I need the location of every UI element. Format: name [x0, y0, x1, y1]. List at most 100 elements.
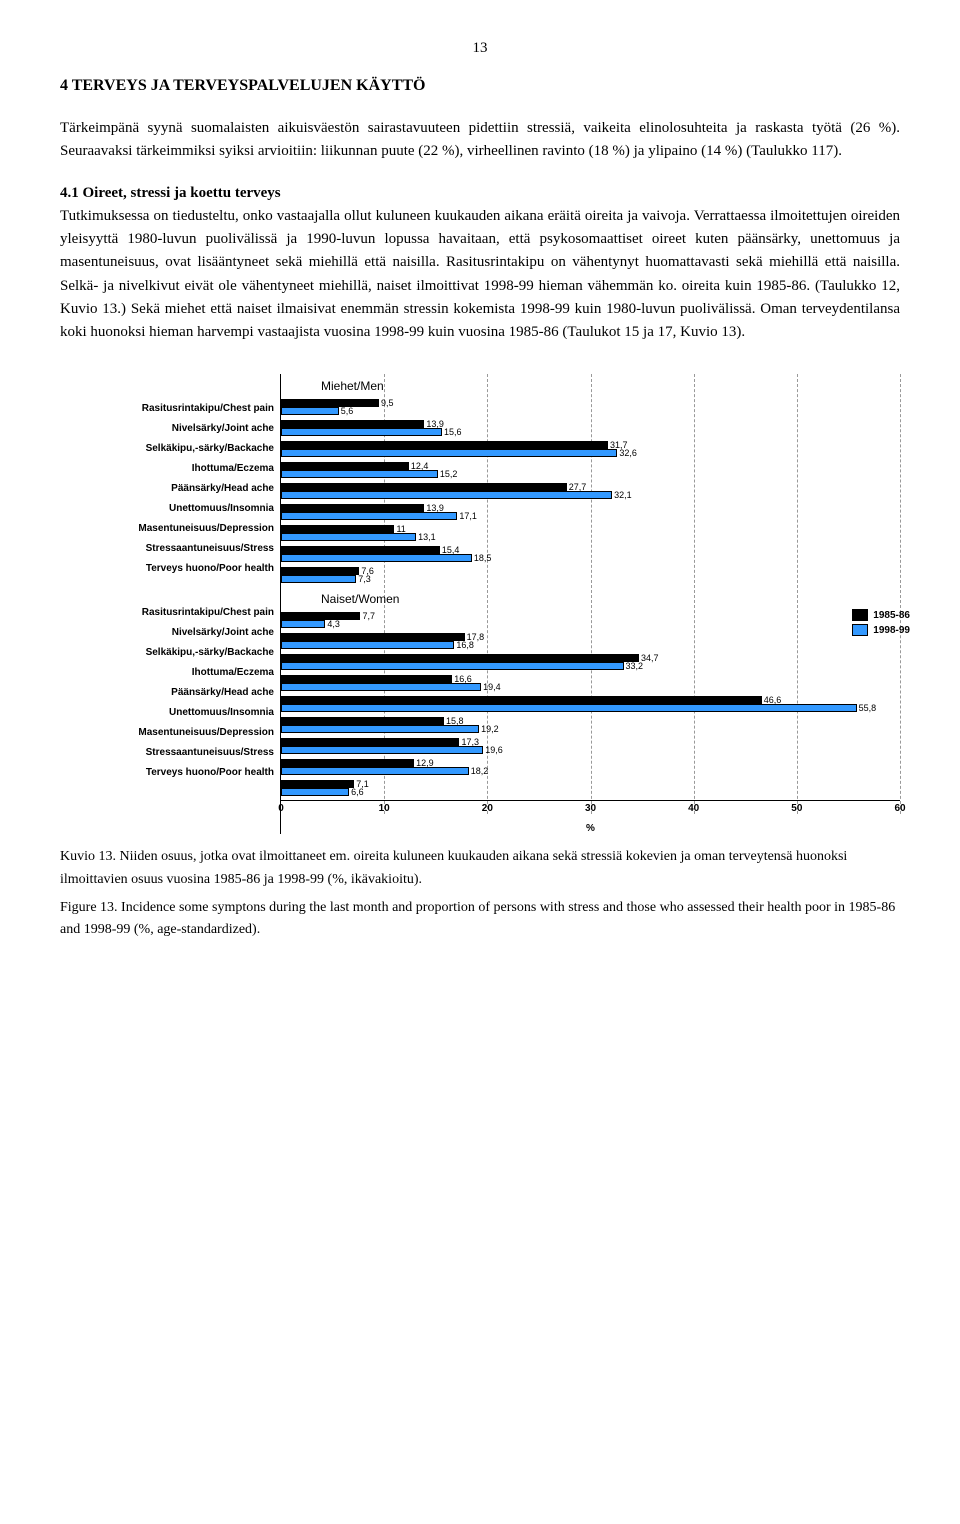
bar-value-1998: 13,1: [415, 532, 436, 542]
bar-1985: 9,5: [281, 399, 379, 407]
bar-1985: 31,7: [281, 441, 608, 449]
paragraph-1: Tärkeimpänä syynä suomalaisten aikuisväe…: [60, 117, 900, 164]
caption-english: Figure 13. Incidence some symptons durin…: [60, 897, 900, 942]
chart-category-label: Rasitusrintakipu/Chest pain: [60, 602, 280, 622]
chart-bar-row: 46,655,8: [281, 696, 900, 716]
legend-item-1985: 1985-86: [852, 609, 910, 621]
bar-value-1998: 18,2: [468, 766, 489, 776]
chart-bar-row: 17,319,6: [281, 738, 900, 758]
chart-bar-row: 12,415,2: [281, 462, 900, 482]
bar-value-1985: 7,7: [359, 611, 375, 621]
chart-bar-row: 31,732,6: [281, 441, 900, 461]
bar-1998: 6,6: [281, 788, 349, 796]
x-tick: 60: [894, 803, 905, 814]
page-number: 13: [60, 40, 900, 57]
bar-value-1998: 19,4: [480, 682, 501, 692]
legend-label-1985: 1985-86: [873, 610, 910, 621]
bar-value-1998: 33,2: [623, 661, 644, 671]
chart-category-label: Selkäkipu,-särky/Backache: [60, 642, 280, 662]
bar-value-1998: 19,2: [478, 724, 499, 734]
bar-value-1998: 55,8: [856, 703, 877, 713]
chart-bar-row: 1113,1: [281, 525, 900, 545]
bar-value-1998: 17,1: [456, 511, 477, 521]
bar-1998: 18,5: [281, 554, 472, 562]
bar-1998: 13,1: [281, 533, 416, 541]
bar-1998: 4,3: [281, 620, 325, 628]
chart-bar-row: 7,74,3: [281, 612, 900, 632]
legend-swatch-1998: [852, 624, 868, 636]
bar-1998: 15,2: [281, 470, 438, 478]
chart-bar-row: 12,918,2: [281, 759, 900, 779]
chart-category-label: Masentuneisuus/Depression: [60, 518, 280, 538]
chart-category-label: Ihottuma/Eczema: [60, 458, 280, 478]
chart-bar-row: 13,915,6: [281, 420, 900, 440]
chart-category-label: Nivelsärky/Joint ache: [60, 622, 280, 642]
bar-1998: 19,4: [281, 683, 481, 691]
chart-category-label: Unettomuus/Insomnia: [60, 702, 280, 722]
bar-1985: 7,6: [281, 567, 359, 575]
bar-value-1998: 6,6: [348, 787, 364, 797]
bar-1985: 34,7: [281, 654, 639, 662]
chart-legend: 1985-86 1998-99: [852, 609, 910, 639]
chart-bar-row: 34,733,2: [281, 654, 900, 674]
legend-label-1998: 1998-99: [873, 625, 910, 636]
chart-category-label: Rasitusrintakipu/Chest pain: [60, 398, 280, 418]
chart-category-label: Selkäkipu,-särky/Backache: [60, 438, 280, 458]
chart-category-label: Masentuneisuus/Depression: [60, 722, 280, 742]
chart-bar-row: 17,816,8: [281, 633, 900, 653]
x-tick: 50: [791, 803, 802, 814]
x-tick: 0: [278, 803, 284, 814]
bar-1985: 27,7: [281, 483, 567, 491]
bar-1985: 12,9: [281, 759, 414, 767]
bar-value-1998: 4,3: [324, 619, 340, 629]
bar-1998: 7,3: [281, 575, 356, 583]
x-axis-label: %: [281, 823, 900, 834]
x-tick: 20: [482, 803, 493, 814]
bar-1998: 19,6: [281, 746, 483, 754]
bar-1998: 18,2: [281, 767, 469, 775]
bar-1998: 5,6: [281, 407, 339, 415]
chart-subtitle: Miehet/Men: [281, 374, 900, 398]
bar-value-1998: 7,3: [355, 574, 371, 584]
bar-value-1998: 16,8: [453, 640, 474, 650]
bar-1998: 32,6: [281, 449, 617, 457]
bar-1985: 15,8: [281, 717, 444, 725]
chart-category-label: Päänsärky/Head ache: [60, 682, 280, 702]
symptom-chart: Rasitusrintakipu/Chest painNivelsärky/Jo…: [60, 374, 900, 834]
chart-category-label: Stressaantuneisuus/Stress: [60, 742, 280, 762]
bar-value-1998: 19,6: [482, 745, 503, 755]
chart-bar-row: 9,55,6: [281, 399, 900, 419]
chart-category-label: Terveys huono/Poor health: [60, 762, 280, 782]
bar-1998: 33,2: [281, 662, 624, 670]
bar-1998: 17,1: [281, 512, 457, 520]
bar-1998: 19,2: [281, 725, 479, 733]
chart-category-label: Päänsärky/Head ache: [60, 478, 280, 498]
bar-value-1998: 32,1: [611, 490, 632, 500]
bar-1985: 7,7: [281, 612, 360, 620]
bar-value-1998: 18,5: [471, 553, 492, 563]
chart-bar-row: 15,418,5: [281, 546, 900, 566]
bar-1998: 32,1: [281, 491, 612, 499]
subsection-title: 4.1 Oireet, stressi ja koettu terveys: [60, 185, 281, 201]
paragraph-2: 4.1 Oireet, stressi ja koettu terveysTut…: [60, 182, 900, 345]
bar-value-1998: 5,6: [338, 406, 354, 416]
caption-finnish: Kuvio 13. Niiden osuus, jotka ovat ilmoi…: [60, 846, 900, 891]
chart-category-label: Stressaantuneisuus/Stress: [60, 538, 280, 558]
legend-item-1998: 1998-99: [852, 624, 910, 636]
chart-category-label: Terveys huono/Poor health: [60, 558, 280, 578]
bar-1985: 12,4: [281, 462, 409, 470]
bar-1985: 13,9: [281, 504, 424, 512]
x-axis: 0102030405060: [281, 800, 900, 821]
bar-1985: 15,4: [281, 546, 440, 554]
bar-1985: 16,6: [281, 675, 452, 683]
chart-category-label: Unettomuus/Insomnia: [60, 498, 280, 518]
bar-value-1985: 9,5: [378, 398, 394, 408]
chart-category-label: Ihottuma/Eczema: [60, 662, 280, 682]
legend-swatch-1985: [852, 609, 868, 621]
x-tick: 30: [585, 803, 596, 814]
chart-bar-row: 27,732,1: [281, 483, 900, 503]
chart-bar-row: 7,16,6: [281, 780, 900, 800]
chart-bar-row: 13,917,1: [281, 504, 900, 524]
bar-1998: 15,6: [281, 428, 442, 436]
chart-bar-row: 15,819,2: [281, 717, 900, 737]
